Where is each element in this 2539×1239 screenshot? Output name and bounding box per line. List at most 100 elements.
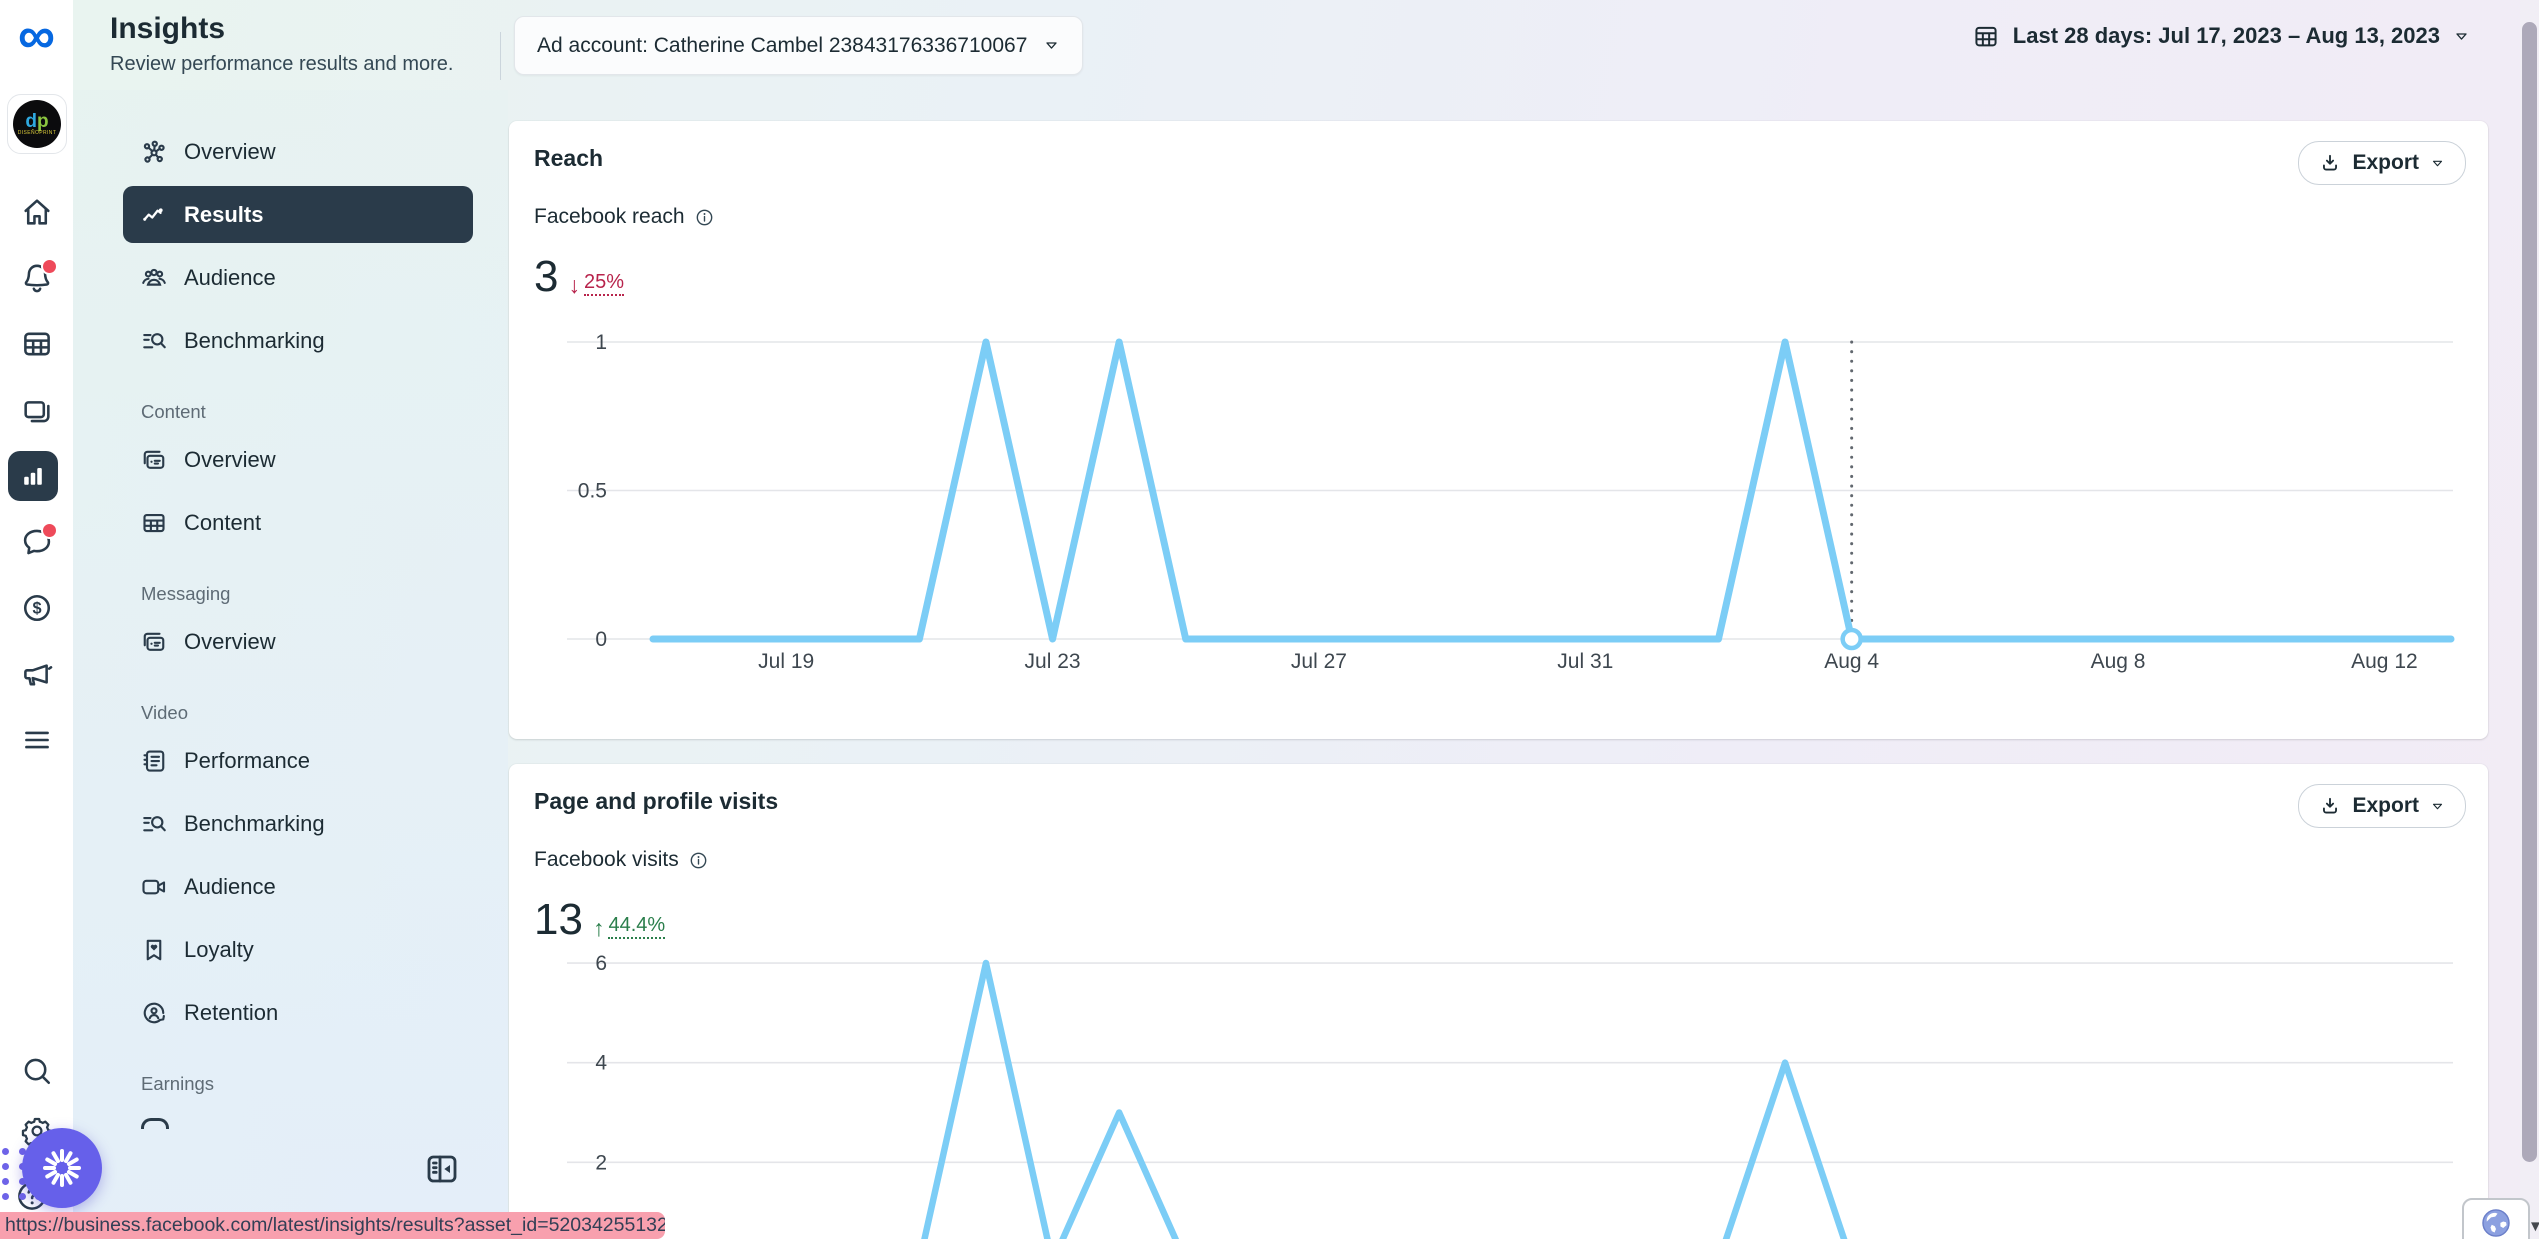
svg-text:6: 6 (595, 952, 607, 975)
sidebar-section-content: Content (123, 383, 473, 431)
notifications-bell-icon[interactable] (20, 261, 54, 295)
loyalty-icon (139, 935, 169, 965)
calendar-icon (1972, 22, 2000, 50)
video-camera-icon (139, 872, 169, 902)
date-range-selector[interactable]: Last 28 days: Jul 17, 2023 – Aug 13, 202… (1972, 22, 2470, 50)
sidebar-item-video-audience[interactable]: Audience (123, 858, 473, 915)
content-table-icon (139, 508, 169, 538)
svg-text:Aug 8: Aug 8 (2091, 650, 2146, 673)
export-label: Export (2352, 794, 2419, 818)
ad-account-selector[interactable]: Ad account: Catherine Cambel 23843176336… (514, 16, 1083, 75)
performance-icon (139, 746, 169, 776)
content-overview-icon (139, 445, 169, 475)
sidebar-item-benchmarking[interactable]: Benchmarking (123, 312, 473, 369)
sidebar-item-label: Audience (184, 265, 276, 291)
date-range-label: Last 28 days: Jul 17, 2023 – Aug 13, 202… (2013, 23, 2440, 49)
avatar-brand-text: DISEÑOPRINT (18, 130, 57, 136)
business-avatar[interactable]: dp DISEÑOPRINT (7, 94, 67, 154)
overview-icon (139, 137, 169, 167)
sidebar-item-label: Benchmarking (184, 328, 325, 354)
home-icon[interactable] (20, 195, 54, 229)
svg-text:Aug 4: Aug 4 (1824, 650, 1879, 673)
benchmarking-icon (139, 326, 169, 356)
search-icon[interactable] (20, 1054, 54, 1088)
chevron-down-icon (2430, 156, 2445, 171)
benchmarking-icon (139, 809, 169, 839)
svg-text:1: 1 (595, 331, 607, 354)
sidebar-item-performance[interactable]: Performance (123, 732, 473, 789)
delta-percent[interactable]: 44.4% (608, 915, 665, 939)
meta-logo-icon[interactable]: ∞ (0, 10, 73, 62)
collapse-sidebar-button[interactable] (422, 1149, 462, 1189)
metric-value: 3 (534, 255, 558, 299)
insights-sidebar: Overview Results Audience Benchmarking C… (73, 90, 508, 1239)
posts-icon[interactable] (20, 393, 54, 427)
sidebar-item-label: Overview (184, 139, 276, 165)
reach-line-chart[interactable]: 00.51Jul 19Jul 23Jul 27Jul 31Aug 4Aug 8A… (509, 121, 2488, 739)
info-icon[interactable] (694, 207, 715, 228)
boost-fab-button[interactable] (22, 1128, 102, 1208)
results-icon (139, 200, 169, 230)
sidebar-item-content[interactable]: Content (123, 494, 473, 551)
chevron-down-icon (1043, 37, 1060, 54)
delta-percent[interactable]: 25% (584, 272, 624, 296)
page-title: Insights (110, 12, 453, 46)
page-header: Insights Review performance results and … (110, 12, 453, 76)
sidebar-item-label: Content (184, 510, 261, 536)
monetization-icon[interactable]: $ (20, 591, 54, 625)
page-visits-card: Page and profile visits Facebook visits … (509, 764, 2488, 1239)
svg-text:4: 4 (595, 1052, 607, 1075)
export-button[interactable]: Export (2298, 784, 2466, 828)
metric-delta: ↑ 44.4% (593, 915, 665, 942)
sidebar-item-video-benchmarking[interactable]: Benchmarking (123, 795, 473, 852)
sidebar-item-label: Performance (184, 748, 310, 774)
sidebar-item-loyalty[interactable]: Loyalty (123, 921, 473, 978)
sidebar-section-video: Video (123, 684, 473, 732)
svg-text:Jul 19: Jul 19 (758, 650, 814, 673)
sidebar-item-overview[interactable]: Overview (123, 123, 473, 180)
svg-text:Aug 12: Aug 12 (2351, 650, 2418, 673)
download-icon (2319, 795, 2341, 817)
sidebar-item-label: Retention (184, 1000, 278, 1026)
sidebar-item-label: Loyalty (184, 937, 254, 963)
sidebar-item-label: Overview (184, 629, 276, 655)
meta-business-suite-insights-page: Overview Results Audience Benchmarking C… (0, 0, 2539, 1239)
sidebar-item-label: Results (184, 202, 263, 228)
starburst-icon (42, 1148, 82, 1188)
svg-text:Jul 23: Jul 23 (1025, 650, 1081, 673)
info-icon[interactable] (688, 850, 709, 871)
avatar-monogram: dp (25, 113, 48, 130)
visits-line-chart[interactable]: 2 4 6 (509, 764, 2488, 1239)
svg-text:0: 0 (595, 628, 607, 651)
audience-icon (139, 263, 169, 293)
ads-megaphone-icon[interactable] (20, 657, 54, 691)
chevron-down-icon (2430, 799, 2445, 814)
sidebar-item-messaging-overview[interactable]: Overview (123, 613, 473, 670)
metric-label: Facebook reach (534, 205, 685, 229)
svg-text:0.5: 0.5 (578, 480, 607, 503)
inbox-chat-icon[interactable] (20, 525, 54, 559)
download-icon (2319, 152, 2341, 174)
app-rail: ∞ dp DISEÑOPRINT $ (0, 0, 73, 1239)
sidebar-item-retention[interactable]: Retention (123, 984, 473, 1041)
sidebar-item-label: Audience (184, 874, 276, 900)
metric-value: 13 (534, 898, 583, 942)
svg-text:Jul 31: Jul 31 (1557, 650, 1613, 673)
resize-arrow-icon: ▼ (2528, 1218, 2539, 1235)
sidebar-item-label: Benchmarking (184, 811, 325, 837)
sidebar-item-results[interactable]: Results (123, 186, 473, 243)
sidebar-item-content-overview[interactable]: Overview (123, 431, 473, 488)
metric-label: Facebook visits (534, 848, 679, 872)
insights-icon-active[interactable] (8, 451, 58, 501)
export-button[interactable]: Export (2298, 141, 2466, 185)
arrow-up-icon: ↑ (593, 917, 605, 939)
arrow-down-icon: ↓ (568, 274, 580, 296)
reach-card: Reach Facebook reach 3 ↓ 25% Export 00.5… (509, 121, 2488, 739)
svg-text:2: 2 (595, 1151, 607, 1174)
scrollbar-thumb[interactable] (2522, 22, 2537, 1162)
sidebar-item-audience[interactable]: Audience (123, 249, 473, 306)
browser-globe-widget[interactable] (2462, 1198, 2530, 1239)
planner-icon[interactable] (20, 327, 54, 361)
all-tools-menu-icon[interactable] (20, 723, 54, 757)
header-divider (500, 32, 501, 80)
